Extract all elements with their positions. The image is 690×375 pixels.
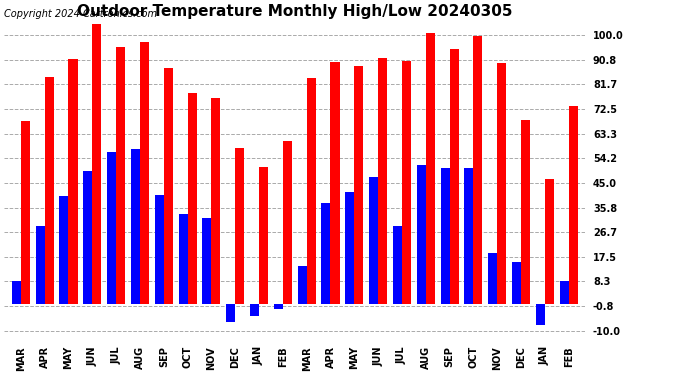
Bar xyxy=(450,49,459,304)
Bar xyxy=(473,36,482,304)
Bar xyxy=(36,226,45,304)
Bar xyxy=(297,266,306,304)
Bar xyxy=(283,141,292,304)
Bar xyxy=(83,171,92,304)
Bar xyxy=(155,195,164,304)
Bar xyxy=(226,304,235,322)
Bar xyxy=(92,24,101,304)
Bar xyxy=(488,253,497,304)
Bar xyxy=(426,33,435,304)
Bar xyxy=(345,192,354,304)
Bar xyxy=(68,58,77,304)
Bar xyxy=(545,179,554,304)
Text: Copyright 2024 Cartronics.com: Copyright 2024 Cartronics.com xyxy=(4,9,157,19)
Bar xyxy=(107,152,116,304)
Bar xyxy=(259,167,268,304)
Bar xyxy=(202,218,211,304)
Bar xyxy=(497,63,506,304)
Bar xyxy=(274,304,283,309)
Bar xyxy=(354,66,364,304)
Bar xyxy=(250,304,259,316)
Bar xyxy=(369,177,378,304)
Bar xyxy=(331,62,339,304)
Bar xyxy=(560,281,569,304)
Bar xyxy=(322,203,331,304)
Bar xyxy=(440,168,450,304)
Bar xyxy=(211,98,220,304)
Bar xyxy=(393,226,402,304)
Bar xyxy=(536,304,545,325)
Bar xyxy=(521,120,530,304)
Bar xyxy=(140,42,149,304)
Bar xyxy=(164,68,172,304)
Bar xyxy=(179,214,188,304)
Bar xyxy=(188,93,197,304)
Bar xyxy=(131,149,140,304)
Bar xyxy=(45,77,54,304)
Bar xyxy=(402,61,411,304)
Bar xyxy=(569,106,578,304)
Title: Outdoor Temperature Monthly High/Low 20240305: Outdoor Temperature Monthly High/Low 202… xyxy=(77,4,513,19)
Bar xyxy=(235,148,244,304)
Bar xyxy=(21,121,30,304)
Bar xyxy=(464,168,473,304)
Bar xyxy=(512,262,521,304)
Bar xyxy=(59,196,68,304)
Bar xyxy=(378,58,387,304)
Bar xyxy=(417,165,426,304)
Bar xyxy=(116,47,125,304)
Bar xyxy=(306,78,316,304)
Bar xyxy=(12,281,21,304)
